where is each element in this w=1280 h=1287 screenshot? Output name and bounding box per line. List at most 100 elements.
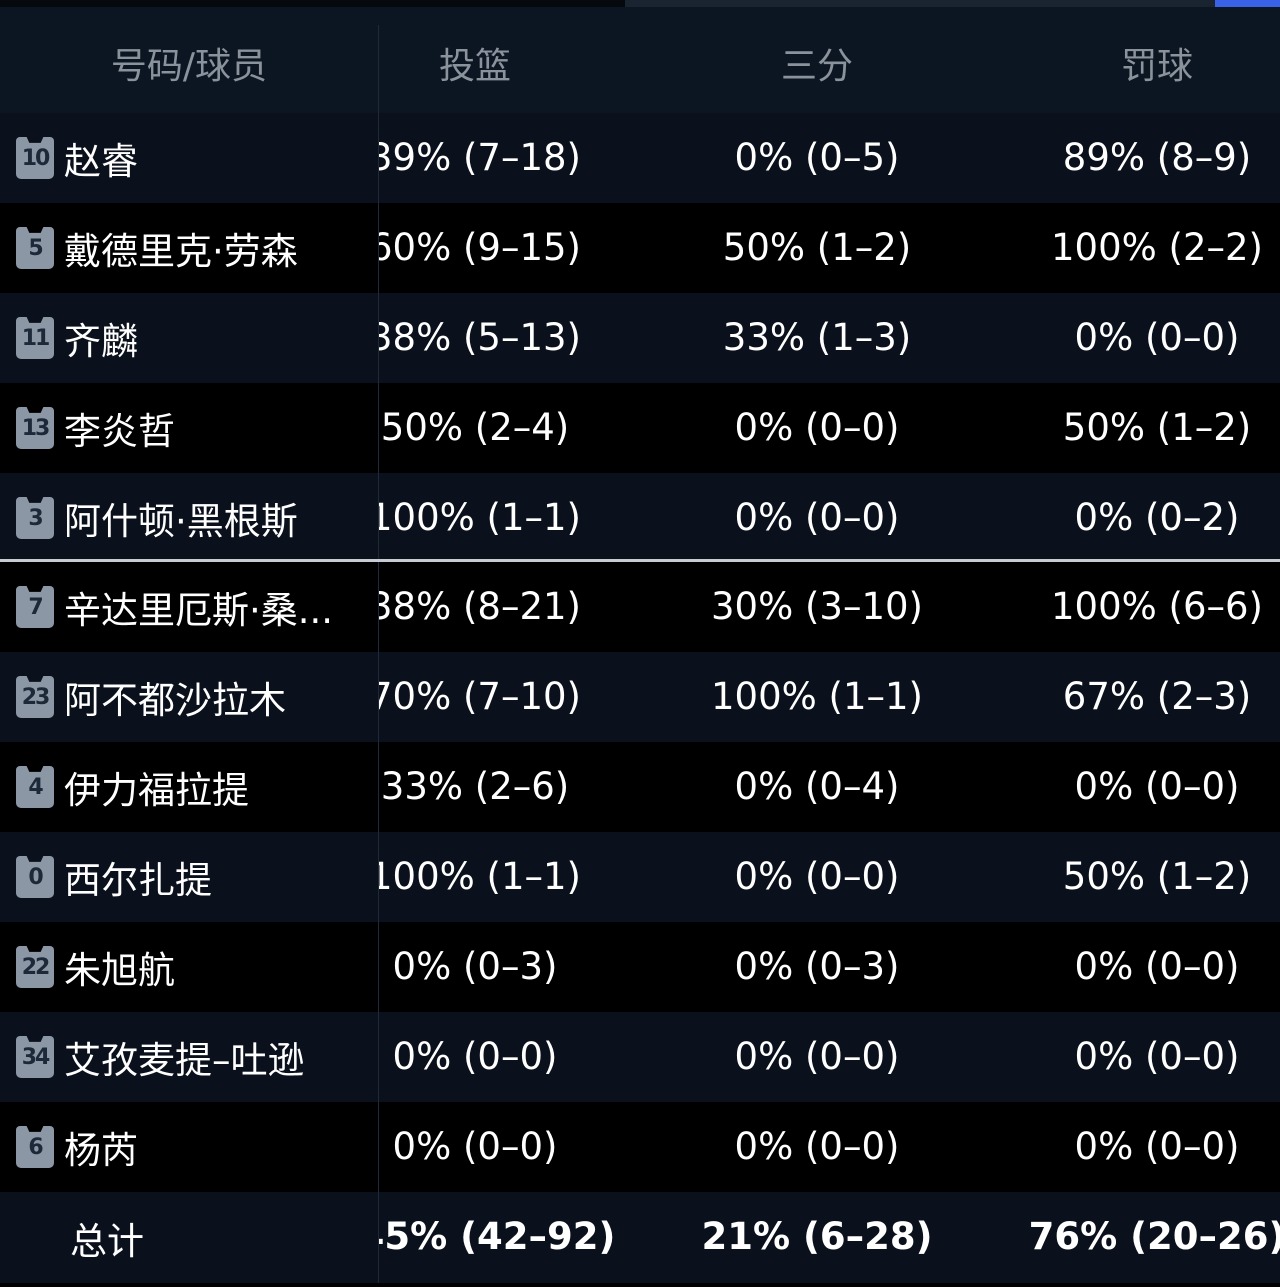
frozen-column-divider xyxy=(378,25,379,1283)
stats-scroll[interactable]: 50% (2–4) 0% (0–0) 50% (1–2) xyxy=(378,383,1280,473)
stat-three: 0% (0–0) xyxy=(734,855,900,898)
table-row[interactable]: 7 辛达里厄斯·桑... 38% (8–21) 30% (3–10) 100% (6–6… xyxy=(0,562,1280,652)
stat-ft: 100% (6–6) xyxy=(1051,585,1263,628)
stat-ft: 0% (0–0) xyxy=(1074,945,1240,988)
jersey-icon: 0 xyxy=(16,856,54,898)
stat-ft: 100% (2–2) xyxy=(1051,226,1263,269)
stats-scroll[interactable]: 0% (0–0) 0% (0–0) 0% (0–0) xyxy=(378,1102,1280,1192)
stats-scroll[interactable]: 100% (1–1) 0% (0–0) 0% (0–2) xyxy=(378,473,1280,563)
stat-ft: 0% (0–2) xyxy=(1074,496,1240,539)
jersey-icon: 34 xyxy=(16,1036,54,1078)
total-row: 总计 45% (42–92) 21% (6–28) 76% (20–26) xyxy=(0,1192,1280,1283)
total-label: 总计 xyxy=(70,1219,144,1263)
player-cell[interactable]: 10 赵睿 xyxy=(0,113,378,203)
total-fg: 45% (42–92) xyxy=(378,1215,616,1258)
tab-indicator-active[interactable] xyxy=(1215,0,1280,7)
stat-ft: 0% (0–0) xyxy=(1074,316,1240,359)
stats-scroll[interactable]: 0% (0–3) 0% (0–3) 0% (0–0) xyxy=(378,922,1280,1012)
table-row[interactable]: 13 李炎哲 50% (2–4) 0% (0–0) 50% (1–2) xyxy=(0,383,1280,473)
stat-ft: 0% (0–0) xyxy=(1074,1125,1240,1168)
table-row[interactable]: 10 赵睿 39% (7–18) 0% (0–5) 89% (8–9) xyxy=(0,113,1280,203)
player-name: 阿不都沙拉木 xyxy=(64,679,286,722)
player-name: 伊力福拉提 xyxy=(64,769,249,812)
player-name: 阿什顿·黑根斯 xyxy=(64,500,298,543)
table-row[interactable]: 34 艾孜麦提–吐逊 0% (0–0) 0% (0–0) 0% (0–0) xyxy=(0,1012,1280,1102)
table-row[interactable]: 6 杨芮 0% (0–0) 0% (0–0) 0% (0–0) xyxy=(0,1102,1280,1192)
stat-ft: 50% (1–2) xyxy=(1062,406,1252,449)
jersey-icon: 10 xyxy=(16,137,54,179)
stat-fg: 0% (0–0) xyxy=(392,1035,558,1078)
stat-ft: 0% (0–0) xyxy=(1074,1035,1240,1078)
total-three: 21% (6–28) xyxy=(701,1215,933,1258)
stats-scroll[interactable]: 38% (5–13) 33% (1–3) 0% (0–0) xyxy=(378,293,1280,383)
jersey-icon: 3 xyxy=(16,497,54,539)
table-header: 号码/球员 投篮 三分 罚球 xyxy=(0,7,1280,113)
stat-ft: 89% (8–9) xyxy=(1062,136,1252,179)
header-player: 号码/球员 xyxy=(110,46,268,87)
total-ft: 76% (20–26) xyxy=(1028,1215,1280,1258)
stat-fg: 33% (2–6) xyxy=(380,765,570,808)
stat-three: 30% (3–10) xyxy=(711,585,923,628)
stats-scroll[interactable]: 33% (2–6) 0% (0–4) 0% (0–0) xyxy=(378,742,1280,832)
stats-scroll[interactable]: 0% (0–0) 0% (0–0) 0% (0–0) xyxy=(378,1012,1280,1102)
table-row[interactable]: 4 伊力福拉提 33% (2–6) 0% (0–4) 0% (0–0) xyxy=(0,742,1280,832)
header-three-pointers: 三分 xyxy=(780,46,853,87)
table-row[interactable]: 11 齐麟 38% (5–13) 33% (1–3) 0% (0–0) xyxy=(0,293,1280,383)
stats-scroll[interactable]: 39% (7–18) 0% (0–5) 89% (8–9) xyxy=(378,113,1280,203)
table-row[interactable]: 0 西尔扎提 100% (1–1) 0% (0–0) 50% (1–2) xyxy=(0,832,1280,922)
stat-fg: 0% (0–3) xyxy=(392,945,558,988)
player-cell[interactable]: 6 杨芮 xyxy=(0,1102,378,1192)
player-cell[interactable]: 3 阿什顿·黑根斯 xyxy=(0,473,378,563)
jersey-icon: 4 xyxy=(16,766,54,808)
player-cell[interactable]: 34 艾孜麦提–吐逊 xyxy=(0,1012,378,1102)
player-name: 李炎哲 xyxy=(64,410,175,453)
player-name: 西尔扎提 xyxy=(64,859,212,902)
stat-fg: 0% (0–0) xyxy=(392,1125,558,1168)
stat-three: 0% (0–0) xyxy=(734,1035,900,1078)
jersey-icon: 13 xyxy=(16,407,54,449)
jersey-icon: 11 xyxy=(16,317,54,359)
player-cell[interactable]: 13 李炎哲 xyxy=(0,383,378,473)
stats-scroll[interactable]: 70% (7–10) 100% (1–1) 67% (2–3) xyxy=(378,652,1280,742)
stat-fg: 50% (2–4) xyxy=(380,406,570,449)
jersey-icon: 22 xyxy=(16,946,54,988)
player-name: 赵睿 xyxy=(64,140,138,183)
stat-three: 0% (0–0) xyxy=(734,406,900,449)
player-name: 朱旭航 xyxy=(64,949,175,992)
jersey-icon: 23 xyxy=(16,676,54,718)
stats-scroll[interactable]: 100% (1–1) 0% (0–0) 50% (1–2) xyxy=(378,832,1280,922)
stat-three: 33% (1–3) xyxy=(722,316,912,359)
stat-three: 100% (1–1) xyxy=(711,675,923,718)
tab-indicator-track xyxy=(625,0,1215,7)
player-cell[interactable]: 11 齐麟 xyxy=(0,293,378,383)
stat-ft: 67% (2–3) xyxy=(1062,675,1252,718)
player-name: 戴德里克·劳森 xyxy=(64,230,298,273)
table-row[interactable]: 23 阿不都沙拉木 70% (7–10) 100% (1–1) 67% (2–3) xyxy=(0,652,1280,742)
player-cell[interactable]: 7 辛达里厄斯·桑... xyxy=(0,562,378,652)
player-name: 齐麟 xyxy=(64,320,138,363)
stats-scroll[interactable]: 38% (8–21) 30% (3–10) 100% (6–6) xyxy=(378,562,1280,652)
jersey-icon: 6 xyxy=(16,1126,54,1168)
player-cell[interactable]: 4 伊力福拉提 xyxy=(0,742,378,832)
stat-fg: 70% (7–10) xyxy=(378,675,581,718)
stat-three: 0% (0–0) xyxy=(734,496,900,539)
stat-fg: 38% (8–21) xyxy=(378,585,581,628)
stat-ft: 0% (0–0) xyxy=(1074,765,1240,808)
stat-fg: 100% (1–1) xyxy=(378,855,581,898)
starters-bench-separator xyxy=(0,559,1280,562)
table-row[interactable]: 22 朱旭航 0% (0–3) 0% (0–3) 0% (0–0) xyxy=(0,922,1280,1012)
table-row[interactable]: 5 戴德里克·劳森 60% (9–15) 50% (1–2) 100% (2–2) xyxy=(0,203,1280,293)
player-cell[interactable]: 23 阿不都沙拉木 xyxy=(0,652,378,742)
stat-three: 50% (1–2) xyxy=(722,226,912,269)
player-cell[interactable]: 5 戴德里克·劳森 xyxy=(0,203,378,293)
player-cell[interactable]: 22 朱旭航 xyxy=(0,922,378,1012)
stat-fg: 60% (9–15) xyxy=(378,226,581,269)
stat-three: 0% (0–0) xyxy=(734,1125,900,1168)
player-name: 杨芮 xyxy=(64,1129,138,1172)
stat-three: 0% (0–5) xyxy=(734,136,900,179)
player-name: 辛达里厄斯·桑... xyxy=(64,589,334,632)
table-row[interactable]: 3 阿什顿·黑根斯 100% (1–1) 0% (0–0) 0% (0–2) xyxy=(0,473,1280,563)
stat-fg: 38% (5–13) xyxy=(378,316,581,359)
player-cell[interactable]: 0 西尔扎提 xyxy=(0,832,378,922)
stats-scroll[interactable]: 60% (9–15) 50% (1–2) 100% (2–2) xyxy=(378,203,1280,293)
